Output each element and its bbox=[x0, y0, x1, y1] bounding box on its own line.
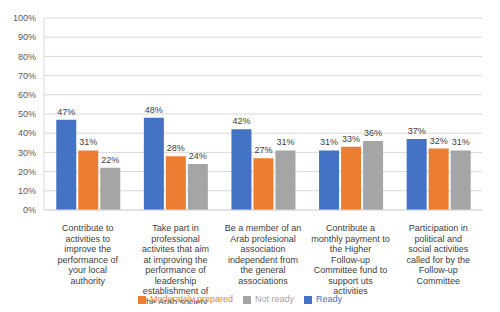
svg-text:100%: 100% bbox=[13, 13, 36, 23]
svg-text:50%: 50% bbox=[18, 109, 36, 119]
svg-text:30%: 30% bbox=[18, 148, 36, 158]
svg-text:70%: 70% bbox=[18, 71, 36, 81]
svg-text:Contribute amonthly payment to: Contribute amonthly payment tothe Higher… bbox=[311, 223, 390, 296]
svg-text:10%: 10% bbox=[18, 186, 36, 196]
svg-text:40%: 40% bbox=[18, 128, 36, 138]
svg-text:Contribute toactivities toimpr: Contribute toactivities toimprove theper… bbox=[58, 223, 119, 286]
svg-text:20%: 20% bbox=[18, 167, 36, 177]
svg-text:31%: 31% bbox=[79, 137, 97, 147]
svg-text:Participation inpolitical ands: Participation inpolitical andsocial acti… bbox=[406, 223, 470, 286]
svg-text:Take part inprofessionalactivi: Take part inprofessionalactivites that a… bbox=[142, 223, 209, 304]
svg-text:37%: 37% bbox=[408, 126, 426, 136]
svg-text:90%: 90% bbox=[18, 32, 36, 42]
svg-text:36%: 36% bbox=[364, 128, 382, 138]
svg-text:31%: 31% bbox=[452, 137, 470, 147]
svg-text:27%: 27% bbox=[254, 145, 272, 155]
svg-text:48%: 48% bbox=[145, 105, 163, 115]
svg-text:42%: 42% bbox=[232, 116, 250, 126]
svg-text:22%: 22% bbox=[101, 155, 119, 165]
svg-text:31%: 31% bbox=[276, 137, 294, 147]
svg-text:33%: 33% bbox=[342, 134, 360, 144]
svg-text:Be a member of anArab profesio: Be a member of anArab profesionalassocia… bbox=[225, 223, 302, 286]
svg-text:47%: 47% bbox=[57, 107, 75, 117]
svg-text:0%: 0% bbox=[23, 205, 36, 215]
svg-text:28%: 28% bbox=[167, 143, 185, 153]
svg-text:80%: 80% bbox=[18, 52, 36, 62]
svg-text:24%: 24% bbox=[189, 151, 207, 161]
svg-text:60%: 60% bbox=[18, 90, 36, 100]
svg-text:32%: 32% bbox=[430, 136, 448, 146]
svg-text:31%: 31% bbox=[320, 137, 338, 147]
